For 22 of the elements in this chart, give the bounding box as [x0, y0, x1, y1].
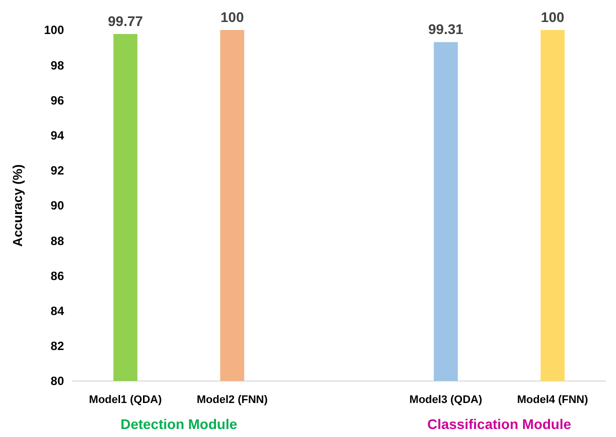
- y-tick-label: 96: [50, 93, 64, 108]
- y-tick-label: 86: [50, 268, 64, 283]
- y-tick-label: 90: [50, 198, 64, 213]
- y-tick-label: 88: [50, 234, 64, 248]
- x-tick-label: Model4 (FNN): [517, 394, 588, 406]
- y-tick-label: 84: [50, 304, 64, 318]
- y-tick-label: 94: [50, 128, 64, 142]
- data-label: 100: [540, 9, 564, 25]
- y-tick-label: 98: [50, 58, 64, 72]
- data-label: 100: [220, 9, 244, 25]
- data-label: 99.31: [428, 21, 464, 38]
- x-tick-label: Model3 (QDA): [409, 394, 482, 406]
- y-tick-label: 80: [50, 374, 64, 388]
- data-label: 99.77: [108, 13, 144, 30]
- x-tick-label: Model1 (QDA): [89, 394, 162, 406]
- text: Classification Module: [427, 416, 572, 432]
- y-tick-label: 82: [50, 339, 64, 354]
- x-tick-label: Model2 (FNN): [196, 394, 268, 406]
- y-axis-title: Accuracy (%): [10, 164, 25, 247]
- text: Detection Module: [120, 416, 238, 432]
- y-tick-label: 100: [44, 23, 64, 38]
- y-tick-label: 92: [50, 164, 64, 178]
